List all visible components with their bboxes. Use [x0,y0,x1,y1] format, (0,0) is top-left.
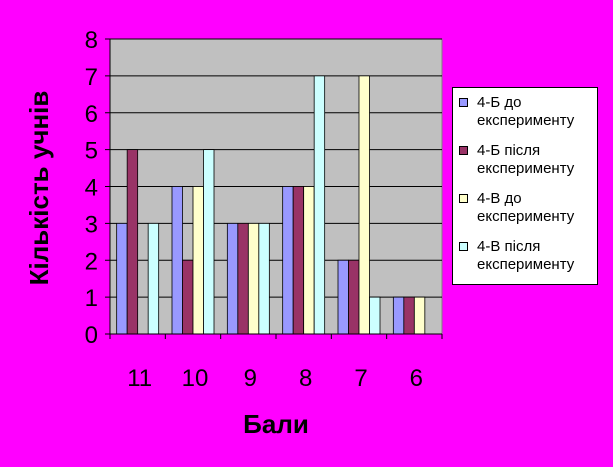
x-tick-label: 10 [182,365,209,392]
x-tick-labels: 11 10 9 8 7 6 [127,365,423,392]
y-tick-label: 2 [85,248,98,275]
x-tick-label: 6 [410,365,423,392]
bar [116,222,128,335]
bar [147,222,160,335]
bar [203,149,215,335]
y-tick-label: 7 [85,64,98,91]
bar [358,75,370,335]
bar [126,149,139,335]
bar [182,259,194,335]
y-tick-label: 3 [85,211,98,238]
x-axis-label: Бали [243,409,309,439]
legend-swatch [459,146,468,155]
grid [110,38,442,298]
bar [292,186,305,335]
axes [105,38,443,339]
y-tick-labels: 0 1 2 3 4 5 6 7 8 [85,27,98,349]
bar [313,75,326,335]
bar [192,186,204,335]
y-tick-label: 5 [85,138,98,165]
legend-swatch [459,242,468,251]
bar [171,186,183,335]
x-tick-label: 11 [127,365,152,392]
bar [282,186,294,335]
y-axis-label: Кількість учнів [24,91,54,286]
legend-label: 4-В до експерименту [477,190,575,225]
bar [303,186,315,335]
bar [247,222,260,335]
legend: 4-Б до експерименту 4-Б після експеримен… [452,87,598,285]
bar [237,222,249,335]
x-tick-label: 7 [354,365,367,392]
legend-label: 4-Б після експерименту [477,142,575,177]
bars [116,75,426,335]
y-tick-label: 8 [85,27,98,54]
bar [392,296,405,335]
x-tick-label: 9 [244,365,257,392]
y-tick-label: 6 [85,101,98,128]
bar [258,222,270,335]
y-tick-label: 0 [85,322,98,349]
legend-label: 4-Б до експерименту [477,94,575,129]
y-tick-label: 1 [85,285,98,312]
x-tick-label: 8 [299,365,312,392]
bar [226,222,239,335]
y-tick-label: 4 [85,175,98,202]
bar [403,296,415,335]
bar [413,296,426,335]
bar [348,259,360,335]
legend-swatch [459,98,468,107]
legend-label: 4-В після експерименту [477,238,575,273]
bar [337,259,349,335]
legend-swatch [459,194,468,203]
bar [369,296,381,335]
